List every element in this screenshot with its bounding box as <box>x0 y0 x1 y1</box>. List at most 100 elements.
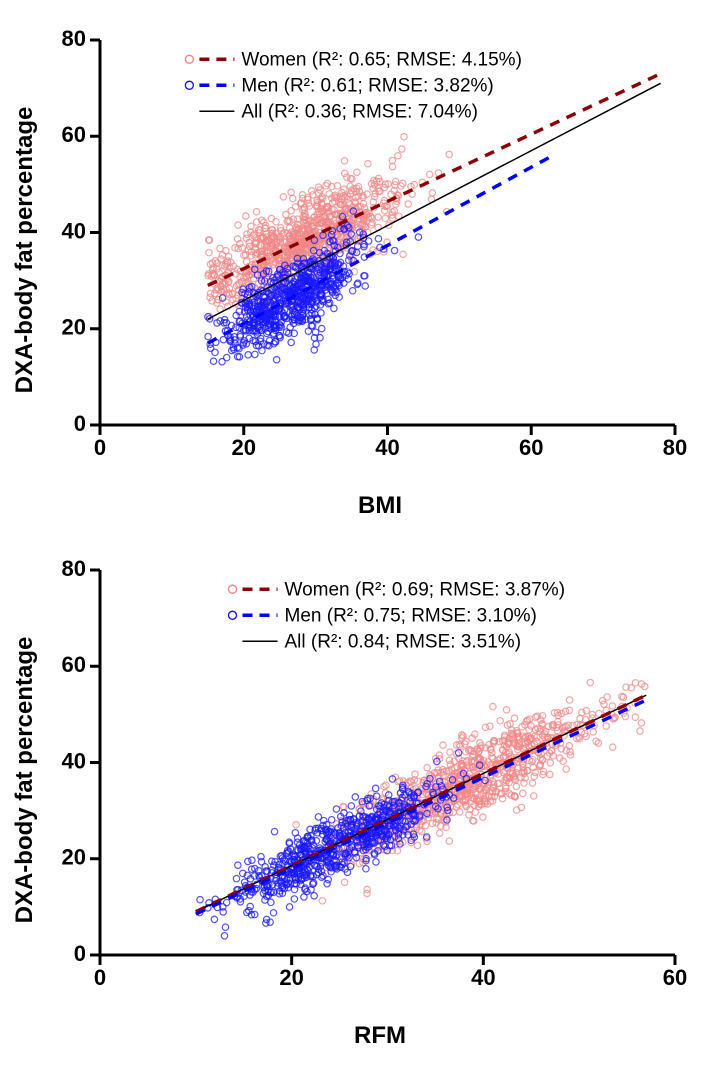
marker-women <box>610 744 616 750</box>
marker-men <box>324 880 330 886</box>
y-tick-label: 20 <box>62 845 86 870</box>
marker-men <box>211 916 217 922</box>
marker-men <box>210 358 216 364</box>
marker-women <box>497 718 503 724</box>
marker-women <box>288 189 294 195</box>
fit-line-men <box>196 700 646 914</box>
marker-women <box>243 213 249 219</box>
x-tick-label: 40 <box>375 435 399 460</box>
marker-women <box>293 821 299 827</box>
marker-women <box>429 820 435 826</box>
marker-women <box>529 780 535 786</box>
marker-men <box>245 858 251 864</box>
marker-men <box>391 247 397 253</box>
marker-women <box>424 765 430 771</box>
x-tick-label: 0 <box>94 965 106 990</box>
marker-women <box>638 720 644 726</box>
y-axis-label: DXA-body fat percentage <box>11 637 39 924</box>
legend-marker <box>185 55 193 63</box>
marker-men <box>245 352 251 358</box>
marker-women <box>225 253 231 259</box>
marker-men <box>212 349 218 355</box>
legend-label: Men (R²: 0.61; RMSE: 3.82%) <box>241 75 493 96</box>
marker-women <box>447 749 453 755</box>
x-tick-label: 40 <box>471 965 495 990</box>
x-tick-label: 0 <box>94 435 106 460</box>
marker-women <box>503 707 509 713</box>
marker-women <box>244 231 250 237</box>
marker-women <box>511 715 517 721</box>
marker-men <box>222 924 228 930</box>
x-axis-label: RFM <box>354 1022 406 1050</box>
y-tick-label: 60 <box>62 652 86 677</box>
marker-women <box>547 760 553 766</box>
marker-women <box>364 191 370 197</box>
marker-men <box>271 828 277 834</box>
marker-women <box>365 161 371 167</box>
marker-men <box>288 339 294 345</box>
legend-marker <box>185 81 193 89</box>
marker-women <box>437 830 443 836</box>
marker-men <box>197 897 203 903</box>
marker-women <box>341 879 347 885</box>
marker-women <box>395 153 401 159</box>
marker-women <box>632 714 638 720</box>
marker-men <box>235 862 241 868</box>
marker-men <box>259 347 265 353</box>
marker-women <box>268 215 274 221</box>
marker-women <box>414 842 420 848</box>
x-tick-label: 80 <box>663 435 687 460</box>
marker-men <box>319 325 325 331</box>
marker-women <box>375 214 381 220</box>
marker-men <box>311 893 317 899</box>
marker-men <box>233 875 239 881</box>
x-tick-label: 20 <box>232 435 256 460</box>
marker-men <box>286 904 292 910</box>
marker-women <box>632 680 638 686</box>
y-tick-label: 60 <box>62 122 86 147</box>
marker-men <box>247 903 253 909</box>
marker-men <box>318 310 324 316</box>
y-tick-label: 40 <box>62 218 86 243</box>
marker-women <box>480 814 486 820</box>
marker-women <box>341 158 347 164</box>
y-tick-label: 0 <box>74 941 86 966</box>
marker-women <box>566 707 572 713</box>
x-axis-label: BMI <box>358 492 402 520</box>
marker-men <box>270 910 276 916</box>
marker-women <box>235 222 241 228</box>
marker-women <box>637 728 643 734</box>
marker-women <box>566 697 572 703</box>
marker-women <box>273 218 279 224</box>
legend-label: Women (R²: 0.69; RMSE: 3.87%) <box>285 579 566 600</box>
marker-women <box>364 890 370 896</box>
marker-women <box>405 201 411 207</box>
y-tick-label: 0 <box>74 411 86 436</box>
marker-women <box>429 190 435 196</box>
marker-men <box>415 234 421 240</box>
marker-women <box>520 790 526 796</box>
marker-women <box>401 133 407 139</box>
legend: Women (R²: 0.65; RMSE: 4.15%) Men (R²: 0.… <box>185 49 522 122</box>
marker-men <box>373 785 379 791</box>
legend-marker <box>229 611 237 619</box>
marker-women <box>382 215 388 221</box>
marker-women <box>400 251 406 257</box>
legend-label: All (R²: 0.36; RMSE: 7.04%) <box>241 101 478 122</box>
marker-women <box>609 703 615 709</box>
marker-women <box>280 194 286 200</box>
marker-men <box>373 859 379 865</box>
panel-rfm: DXA-body fat percentage RFM 020406002040… <box>80 560 680 1000</box>
legend: Women (R²: 0.69; RMSE: 3.87%)Men (R²: 0.… <box>229 579 566 652</box>
marker-men <box>333 806 339 812</box>
legend-label: Women (R²: 0.65; RMSE: 4.15%) <box>241 49 522 70</box>
marker-women <box>513 783 519 789</box>
marker-women <box>206 249 212 255</box>
marker-women <box>219 252 225 258</box>
marker-men <box>375 236 381 242</box>
y-tick-label: 80 <box>62 26 86 51</box>
legend-marker <box>229 585 237 593</box>
marker-men <box>291 896 297 902</box>
scatter-women <box>293 679 648 904</box>
marker-women <box>354 169 360 175</box>
